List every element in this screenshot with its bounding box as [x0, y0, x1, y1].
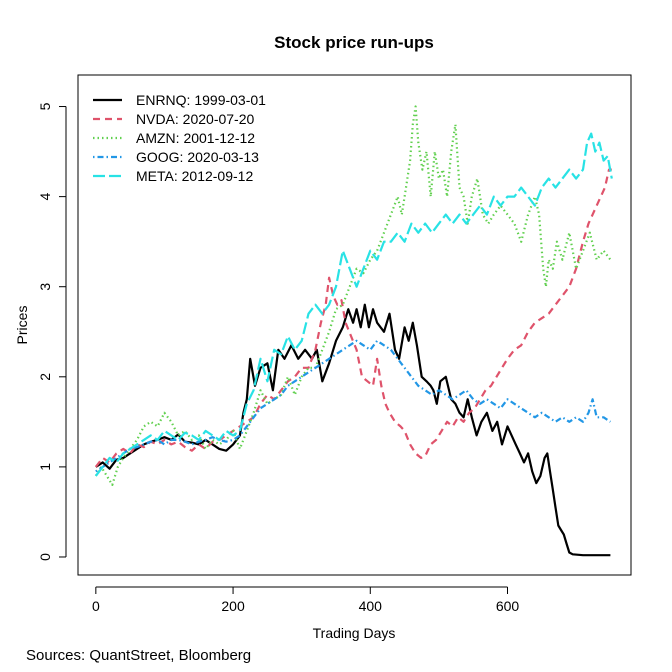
- chart-title: Stock price run-ups: [274, 33, 434, 52]
- x-tick-label: 200: [221, 598, 245, 614]
- y-tick-label: 0: [37, 553, 53, 561]
- series-line-0: [95, 303, 611, 557]
- y-axis: 0 1 2 3 4 5: [37, 102, 67, 561]
- legend-label: GOOG: 2020-03-13: [136, 149, 259, 165]
- plot-frame: [77, 74, 632, 576]
- y-tick-label: 3: [37, 283, 53, 291]
- series-group: [94, 105, 613, 557]
- legend-label: ENRNQ: 1999-03-01: [136, 92, 266, 108]
- x-tick-label: 600: [496, 598, 520, 614]
- legend-label: NVDA: 2020-07-20: [136, 111, 255, 127]
- y-axis-label: Prices: [14, 306, 30, 345]
- series-line-3: [95, 339, 612, 473]
- legend-label: META: 2012-09-12: [136, 168, 253, 184]
- legend-label: AMZN: 2001-12-12: [136, 130, 255, 146]
- series-line-4: [94, 132, 613, 477]
- x-axis: 0 200 400 600: [92, 586, 520, 614]
- y-tick-label: 4: [37, 193, 53, 201]
- y-tick-label: 5: [37, 102, 53, 110]
- x-tick-label: 0: [92, 598, 100, 614]
- series-line-1: [94, 168, 612, 468]
- y-tick-label: 1: [37, 463, 53, 471]
- x-tick-label: 400: [359, 598, 383, 614]
- x-axis-label: Trading Days: [313, 625, 396, 641]
- source-caption: Sources: QuantStreet, Bloomberg: [26, 647, 252, 664]
- y-tick-label: 2: [37, 373, 53, 381]
- legend: ENRNQ: 1999-03-01 NVDA: 2020-07-20 AMZN: 2…: [93, 92, 266, 184]
